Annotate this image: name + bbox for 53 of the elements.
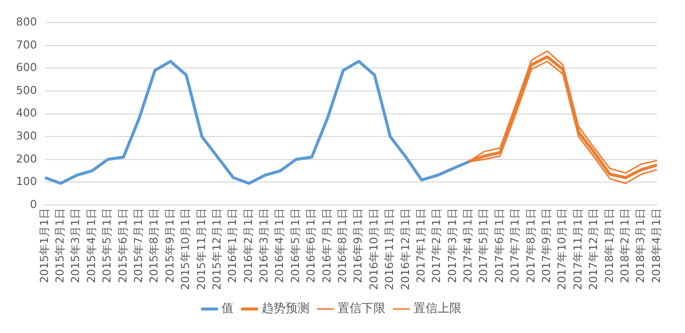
x-tick-label: 2015年6月1日 — [116, 208, 130, 284]
x-tick-label: 2017年1月1日 — [414, 208, 428, 284]
x-tick-label: 2016年6月1日 — [304, 208, 318, 284]
x-tick-label: 2015年8月1日 — [148, 208, 161, 284]
x-tick-label: 2017年11月1日 — [571, 208, 584, 290]
x-tick-label: 2017年4月1日 — [462, 208, 475, 284]
x-tick-label: 2016年4月1日 — [273, 208, 286, 284]
x-tick-label: 2016年7月1日 — [320, 208, 334, 284]
y-tick-label: 300 — [16, 129, 37, 142]
x-tick-label: 2015年2月1日 — [54, 208, 67, 284]
x-tick-label: 2015年11月1日 — [194, 208, 208, 290]
y-tick-label: 500 — [16, 84, 37, 97]
x-tick-label: 2016年10月1日 — [367, 208, 380, 290]
x-tick-label: 2016年12月1日 — [398, 208, 412, 290]
x-tick-label: 2015年1月1日 — [38, 208, 51, 284]
x-tick-label: 2016年9月1日 — [352, 208, 365, 284]
x-tick-label: 2017年6月1日 — [492, 208, 506, 284]
x-tick-label: 2017年3月1日 — [446, 208, 459, 284]
x-tick-label: 2015年10月1日 — [179, 208, 192, 290]
x-tick-label: 2017年2月1日 — [430, 208, 444, 284]
x-tick-label: 2015年9月1日 — [163, 208, 176, 284]
y-tick-label: 600 — [16, 61, 37, 74]
x-tick-label: 2016年5月1日 — [288, 208, 302, 284]
y-tick-label: 100 — [16, 175, 37, 188]
x-tick-label: 2016年2月1日 — [242, 208, 255, 284]
x-tick-label: 2017年9月1日 — [540, 208, 554, 284]
y-tick-label: 0 — [30, 198, 37, 211]
x-tick-label: 2016年3月1日 — [258, 208, 271, 284]
legend-label: 值 — [222, 301, 234, 316]
x-tick-label: 2016年1月1日 — [226, 208, 240, 284]
x-tick-label: 2015年12月1日 — [210, 208, 224, 290]
x-tick-label: 2018年2月1日 — [618, 208, 632, 284]
x-tick-label: 2015年5月1日 — [100, 208, 114, 284]
legend-label: 置信上限 — [414, 301, 462, 316]
y-tick-label: 200 — [16, 152, 37, 166]
x-tick-label: 2018年3月1日 — [634, 208, 648, 284]
y-tick-label: 800 — [16, 15, 37, 28]
x-tick-label: 2016年11月1日 — [383, 208, 396, 290]
x-tick-label: 2017年5月1日 — [477, 208, 490, 284]
y-tick-label: 700 — [16, 38, 37, 52]
x-tick-label: 2015年3月1日 — [69, 208, 82, 284]
x-tick-label: 2016年8月1日 — [336, 208, 350, 284]
y-tick-label: 400 — [16, 106, 37, 120]
x-tick-label: 2018年4月1日 — [650, 208, 663, 284]
x-tick-label: 2017年8月1日 — [524, 208, 538, 284]
x-tick-label: 2017年12月1日 — [587, 208, 600, 290]
x-tick-label: 2018年1月1日 — [602, 208, 616, 284]
legend-label: 置信下限 — [338, 301, 386, 316]
x-tick-label: 2015年7月1日 — [132, 208, 146, 284]
x-tick-label: 2017年10月1日 — [556, 208, 569, 290]
legend-label: 趋势预测 — [262, 301, 310, 316]
x-tick-label: 2015年4月1日 — [84, 208, 98, 284]
x-tick-label: 2017年7月1日 — [508, 208, 522, 284]
